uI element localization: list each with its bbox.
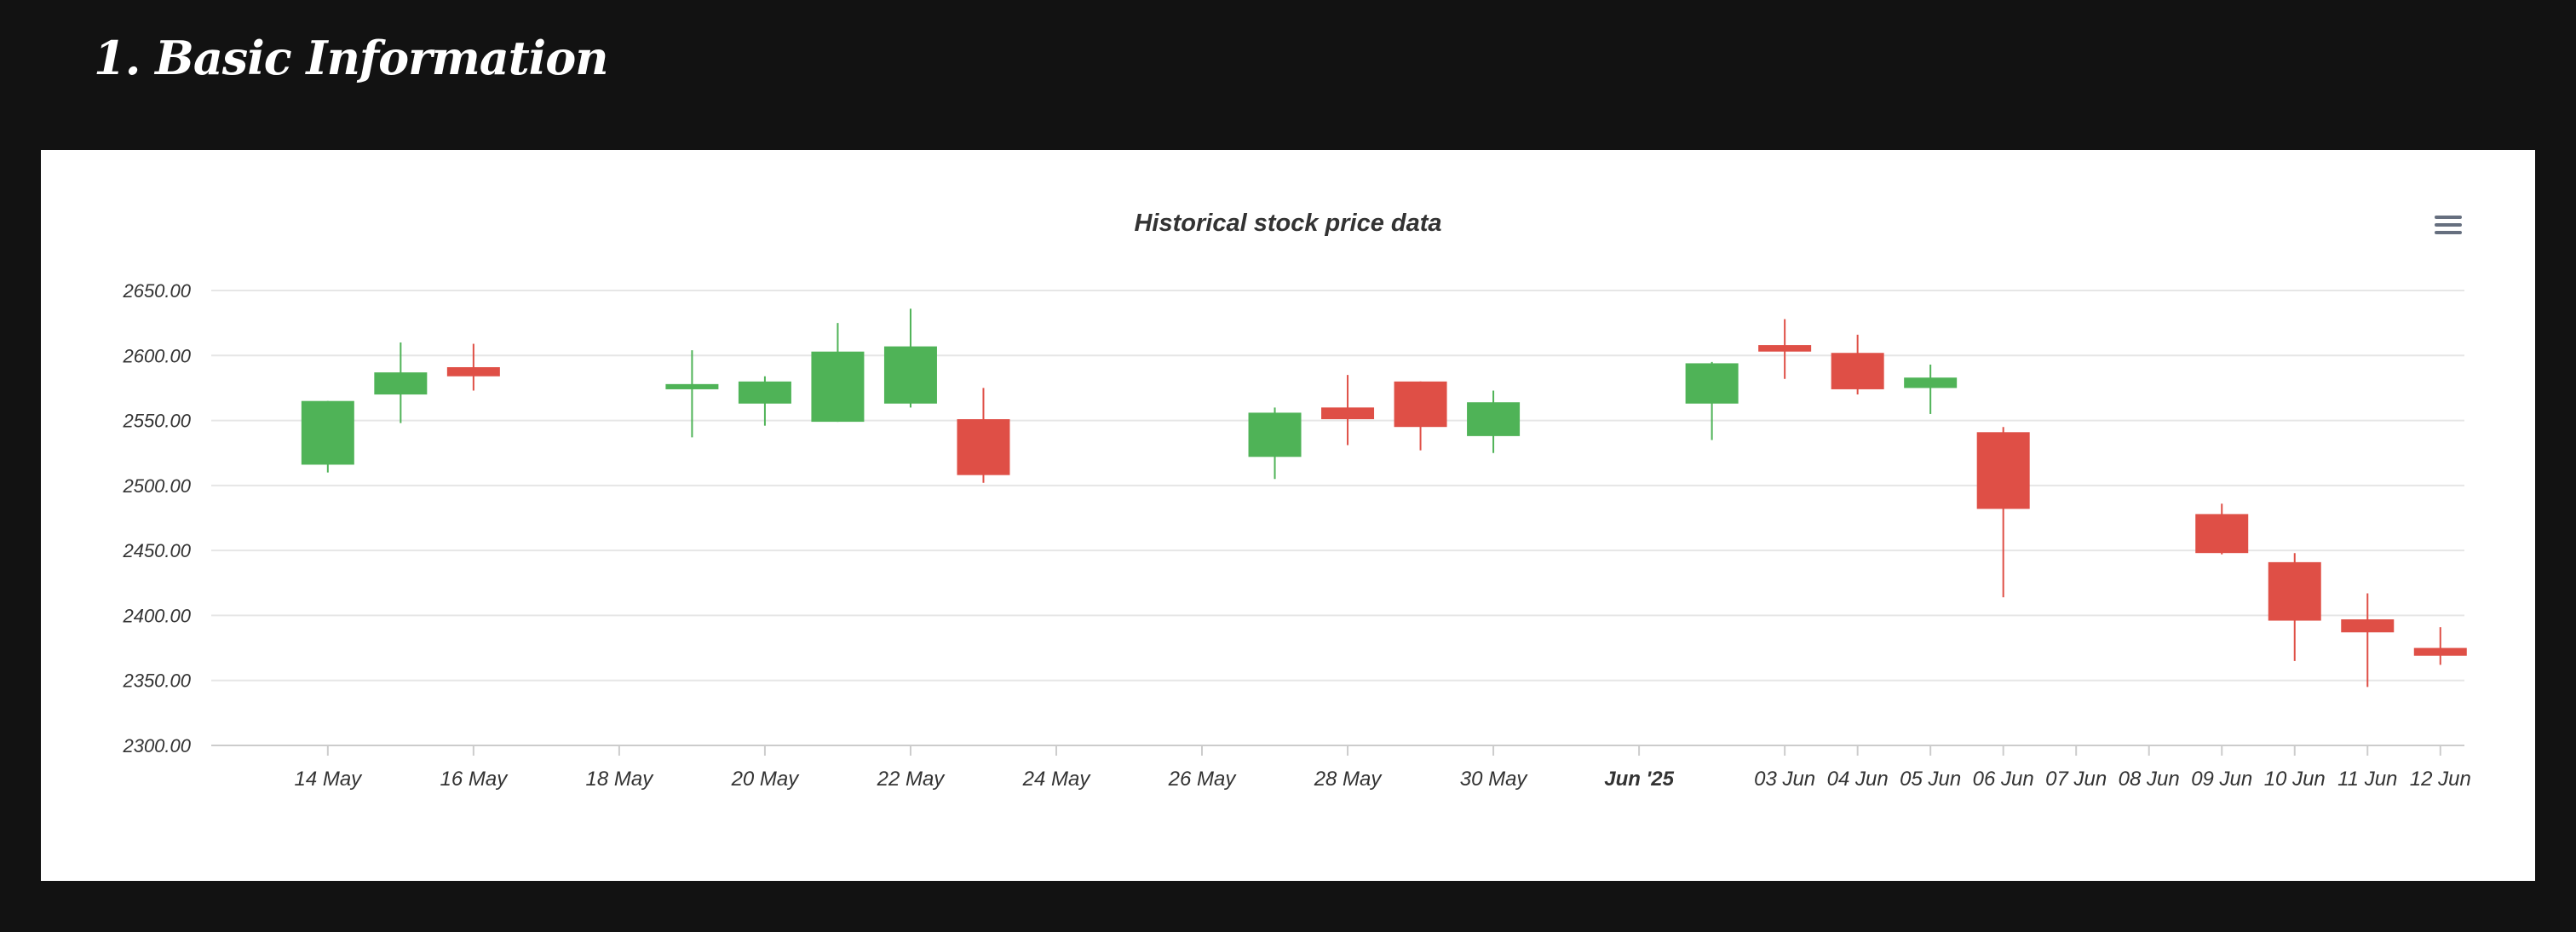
candle-2025-06-04 — [1831, 334, 1884, 395]
candle-2025-06-02 — [1685, 361, 1739, 440]
x-tick-label: 16 May — [440, 768, 509, 791]
y-tick-label: 2550.00 — [122, 411, 191, 432]
y-tick-label: 2300.00 — [122, 735, 191, 757]
chart-title: Historical stock price data — [1134, 210, 1442, 237]
candle-2025-05-28 — [1321, 375, 1375, 446]
candle-2025-05-30 — [1467, 390, 1521, 453]
x-tick-label: 11 Jun — [2337, 768, 2397, 791]
candle-body — [1467, 402, 1521, 436]
candle-body — [1321, 407, 1375, 420]
candle-body — [1831, 353, 1884, 389]
candle-body — [301, 400, 354, 465]
x-tick-label: 08 Jun — [2119, 768, 2180, 791]
candle-body — [1394, 381, 1447, 428]
section-title: 1. Basic Information — [94, 31, 608, 85]
candle-2025-06-09 — [2195, 503, 2249, 555]
y-tick-label: 2500.00 — [122, 475, 191, 497]
candle-body — [1904, 377, 1958, 388]
x-tick-label: 06 Jun — [1973, 768, 2034, 791]
hamburger-menu-icon[interactable] — [2431, 211, 2465, 242]
x-tick-label: 07 Jun — [2045, 768, 2107, 791]
candle-2025-05-20 — [738, 376, 791, 426]
candle-2025-05-29 — [1394, 381, 1447, 451]
candle-2025-06-12 — [2413, 627, 2467, 665]
x-tick-label: 26 May — [1168, 768, 1238, 791]
candle-body — [1758, 345, 1812, 352]
x-tick-label: 18 May — [586, 768, 655, 791]
candle-2025-05-22 — [883, 308, 937, 408]
candle-2025-05-21 — [811, 323, 865, 423]
x-tick-label: 28 May — [1314, 768, 1383, 791]
x-tick-label: 20 May — [731, 768, 801, 791]
candle-body — [2268, 561, 2321, 621]
candle-body — [1976, 432, 2030, 509]
candle-2025-06-11 — [2341, 593, 2395, 687]
y-tick-label: 2650.00 — [122, 280, 191, 302]
candle-body — [957, 419, 1010, 475]
candle-2025-06-05 — [1904, 364, 1958, 414]
candle-body — [374, 372, 428, 395]
candle-2025-06-03 — [1758, 319, 1812, 379]
candle-body — [665, 383, 719, 389]
y-tick-label: 2350.00 — [122, 670, 191, 692]
candlestick-chart: 2300.00 2350.00 2400.00 2450.00 2500.00 2550.… — [122, 280, 2471, 791]
candle-2025-05-14 — [301, 400, 354, 473]
candle-2025-05-27 — [1248, 407, 1302, 480]
x-tick-label: 22 May — [877, 768, 946, 791]
x-tick-label: 09 Jun — [2191, 768, 2252, 791]
y-tick-label: 2450.00 — [122, 540, 191, 561]
candle-body — [883, 346, 937, 404]
candle-2025-06-06 — [1976, 427, 2030, 598]
x-tick-label: 05 Jun — [1900, 768, 1961, 791]
candle-body — [1248, 412, 1302, 457]
candle-2025-05-19 — [665, 350, 719, 438]
x-tick-label: 04 Jun — [1827, 768, 1889, 791]
candle-body — [738, 381, 791, 404]
candle-body — [2195, 514, 2249, 554]
candle-2025-06-10 — [2268, 553, 2321, 661]
candle-body — [1685, 363, 1739, 404]
x-tick-label: 12 Jun — [2410, 768, 2471, 791]
candle-body — [446, 367, 500, 377]
chart-card: 2300.00 2350.00 2400.00 2450.00 2500.00 2550.… — [41, 150, 2535, 881]
candle-body — [811, 351, 865, 423]
x-tick-label: 30 May — [1460, 768, 1529, 791]
x-tick-label: 10 Jun — [2264, 768, 2326, 791]
x-tick-label: Jun '25 — [1604, 768, 1674, 791]
candle-2025-05-15 — [374, 342, 428, 423]
x-tick-label: 14 May — [294, 768, 363, 791]
candle-2025-05-16 — [446, 343, 500, 391]
x-tick-label: 24 May — [1022, 768, 1092, 791]
y-tick-label: 2400.00 — [122, 605, 191, 626]
candle-body — [2341, 619, 2395, 633]
y-tick-label: 2600.00 — [122, 345, 191, 366]
candle-body — [2413, 647, 2467, 656]
candle-2025-05-23 — [957, 388, 1010, 483]
x-tick-label: 03 Jun — [1754, 768, 1815, 791]
